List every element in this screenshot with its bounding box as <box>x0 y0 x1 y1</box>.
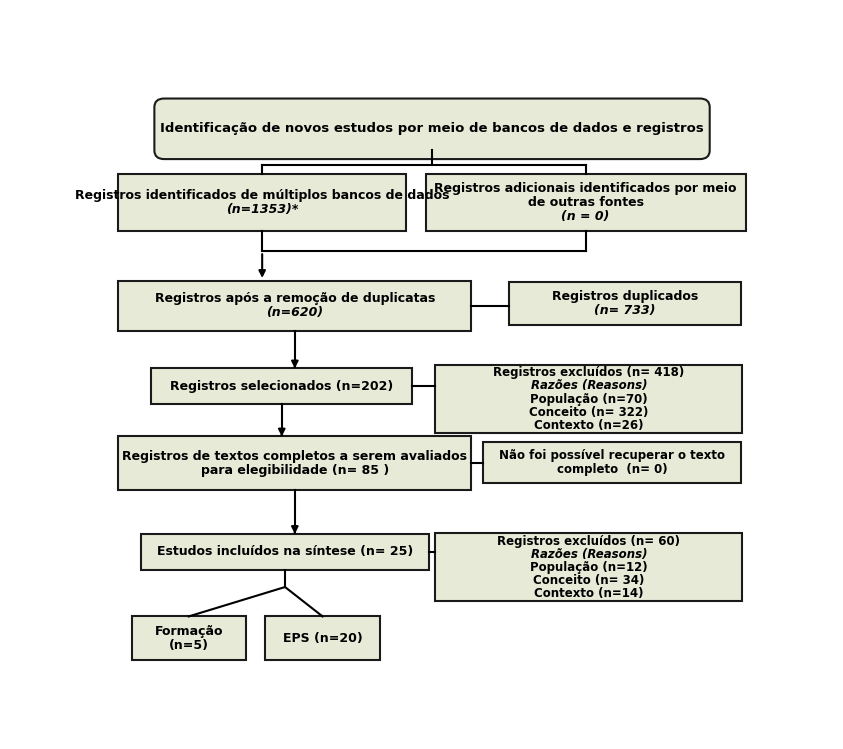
FancyBboxPatch shape <box>154 99 710 159</box>
FancyBboxPatch shape <box>483 442 741 483</box>
Text: (n = 0): (n = 0) <box>561 210 609 222</box>
Text: Registros identificados de múltiplos bancos de dados: Registros identificados de múltiplos ban… <box>75 189 449 202</box>
Text: Identificação de novos estudos por meio de bancos de dados e registros: Identificação de novos estudos por meio … <box>160 122 704 136</box>
Text: Registros selecionados (n=202): Registros selecionados (n=202) <box>170 380 394 392</box>
FancyBboxPatch shape <box>435 533 743 601</box>
Text: para elegibilidade (n= 85 ): para elegibilidade (n= 85 ) <box>201 464 389 476</box>
Text: de outras fontes: de outras fontes <box>528 195 643 209</box>
FancyBboxPatch shape <box>151 369 412 404</box>
Text: Contexto (n=14): Contexto (n=14) <box>534 587 643 600</box>
Text: População (n=12): População (n=12) <box>530 561 647 574</box>
Text: (n=1353)*: (n=1353)* <box>226 203 298 216</box>
Text: Registros de textos completos a serem avaliados: Registros de textos completos a serem av… <box>122 449 467 463</box>
FancyBboxPatch shape <box>509 282 741 325</box>
FancyBboxPatch shape <box>118 281 471 331</box>
FancyBboxPatch shape <box>118 437 471 490</box>
Text: (n=620): (n=620) <box>266 306 324 319</box>
FancyBboxPatch shape <box>266 616 379 660</box>
Text: EPS (n=20): EPS (n=20) <box>282 631 362 645</box>
FancyBboxPatch shape <box>435 365 743 433</box>
Text: Formação: Formação <box>154 625 223 637</box>
Text: Registros adicionais identificados por meio: Registros adicionais identificados por m… <box>434 182 737 195</box>
Text: Não foi possível recuperar o texto: Não foi possível recuperar o texto <box>499 449 725 462</box>
Text: Conceito (n= 322): Conceito (n= 322) <box>529 406 648 419</box>
Text: (n= 733): (n= 733) <box>594 304 656 317</box>
FancyBboxPatch shape <box>426 174 746 231</box>
Text: Registros duplicados: Registros duplicados <box>552 290 698 303</box>
Text: Registros excluídos (n= 418): Registros excluídos (n= 418) <box>493 366 685 379</box>
Text: Razões (Reasons): Razões (Reasons) <box>530 548 647 561</box>
Text: População (n=70): População (n=70) <box>530 392 647 405</box>
Text: Registros após a remoção de duplicatas: Registros após a remoção de duplicatas <box>154 292 435 306</box>
Text: Estudos incluídos na síntese (n= 25): Estudos incluídos na síntese (n= 25) <box>157 545 413 558</box>
Text: Contexto (n=26): Contexto (n=26) <box>534 419 643 432</box>
Text: Registros excluídos (n= 60): Registros excluídos (n= 60) <box>497 535 680 548</box>
FancyBboxPatch shape <box>142 534 429 570</box>
Text: Razões (Reasons): Razões (Reasons) <box>530 379 647 392</box>
Text: (n=5): (n=5) <box>169 639 209 652</box>
Text: completo  (n= 0): completo (n= 0) <box>556 463 668 476</box>
FancyBboxPatch shape <box>132 616 246 660</box>
FancyBboxPatch shape <box>118 174 406 231</box>
Text: Conceito (n= 34): Conceito (n= 34) <box>533 574 645 587</box>
